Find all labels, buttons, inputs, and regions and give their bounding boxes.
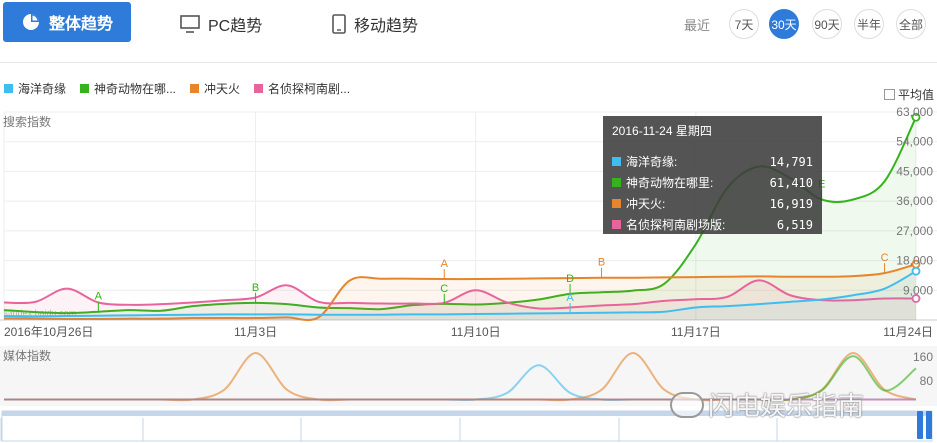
y-tick-label: 54,000	[896, 135, 933, 149]
phone-icon	[332, 14, 346, 34]
annotation-letter: A	[95, 291, 103, 303]
y-tick-label: 18,000	[896, 254, 933, 268]
media-y-tick-label: 160	[913, 350, 933, 364]
annotation-letter: C	[440, 283, 448, 295]
tooltip-date: 2016-11-24 星期四	[612, 124, 712, 138]
range-label: 最近	[684, 18, 711, 33]
series-layer: ABACBDAEC	[3, 112, 921, 322]
average-label: 平均值	[898, 88, 935, 102]
tab-overall-trend[interactable]: 整体趋势	[3, 2, 131, 42]
overview-layer	[0, 410, 933, 442]
tooltip-series-value: 16,919	[769, 196, 813, 211]
tooltip-row: 名侦探柯南剧场版: 6,519	[612, 214, 813, 235]
average-toggle[interactable]: 平均值	[884, 86, 934, 103]
legend-swatch	[190, 84, 200, 93]
tooltip-swatch	[612, 157, 621, 166]
x-tick-label: 2016年10月26日	[4, 325, 93, 339]
search-panel-title: 搜索指数	[3, 114, 51, 129]
range-90d-button[interactable]: 90天	[812, 9, 842, 39]
tooltip-series-value: 6,519	[776, 217, 813, 232]
legend-item[interactable]: 海洋奇缘	[4, 80, 66, 97]
annotation-letter: B	[598, 257, 605, 269]
legend-label: 冲天火	[204, 82, 241, 96]
data-point	[911, 266, 921, 276]
tooltip-series-name: 冲天火:	[626, 197, 666, 211]
watermark: 闪电娱乐指南	[670, 386, 864, 423]
range-halfyear-button[interactable]: 半年	[854, 9, 884, 39]
checkbox[interactable]	[884, 89, 895, 100]
y-tick-label: 9,000	[903, 283, 933, 297]
series-area	[4, 280, 916, 320]
series-area	[4, 271, 916, 320]
y-tick-label: 45,000	[896, 164, 933, 178]
annotation-letter: A	[441, 258, 449, 270]
range-7d-button[interactable]: 7天	[729, 9, 759, 39]
tooltip-series-value: 14,791	[769, 154, 813, 169]
media-y-tick-label: 80	[920, 374, 934, 388]
y-tick-label: 63,000	[896, 105, 933, 119]
legend-item[interactable]: 神奇动物在哪...	[80, 80, 176, 97]
tooltip-swatch	[612, 199, 621, 208]
annotation-letter: C	[881, 252, 889, 264]
x-tick-label: 11月24日	[883, 325, 933, 339]
legend-label: 名侦探柯南剧...	[268, 82, 351, 96]
tooltip-series-name: 神奇动物在哪里:	[626, 176, 714, 190]
data-point	[911, 294, 921, 303]
legend-swatch	[80, 84, 90, 93]
overview-handle	[926, 411, 932, 439]
series-line	[3, 279, 917, 310]
legend-swatch	[254, 84, 264, 93]
range-30d-button[interactable]: 30天	[769, 9, 799, 39]
media-panel-title: 媒体指数	[3, 348, 51, 363]
series-line	[3, 263, 917, 322]
data-point	[911, 112, 921, 122]
series-area	[4, 117, 916, 320]
media-panel-bg	[0, 346, 937, 406]
tooltip-row: 冲天火: 16,919	[612, 193, 813, 214]
annotation-letter: B	[252, 282, 259, 294]
tooltip-series-name: 海洋奇缘:	[626, 155, 678, 169]
tab-mobile-label: 移动趋势	[354, 18, 419, 35]
annotation-letter: A	[566, 292, 574, 304]
range-all-button[interactable]: 全部	[896, 9, 926, 39]
tooltip-series-name: 名侦探柯南剧场版:	[626, 218, 726, 232]
tab-pc-label: PC趋势	[208, 18, 263, 35]
y-tick-label: 27,000	[896, 224, 933, 238]
chart-legend: 海洋奇缘 神奇动物在哪... 冲天火 名侦探柯南剧...	[4, 80, 350, 97]
legend-swatch	[4, 84, 13, 93]
tab-mobile-trend[interactable]: 移动趋势	[332, 12, 418, 36]
tab-pc-trend[interactable]: PC趋势	[180, 12, 262, 36]
series-line	[3, 270, 917, 318]
media-layer	[4, 352, 917, 402]
wechat-icon	[670, 391, 704, 418]
tooltip-swatch	[612, 220, 621, 229]
data-tooltip: 2016-11-24 星期四 海洋奇缘: 14,791 神奇动物在哪里: 61,…	[603, 116, 822, 234]
tooltip-swatch	[612, 178, 621, 187]
top-toolbar: 整体趋势 PC趋势 移动趋势 最近 7天 30天 90天 半年 全部	[0, 0, 937, 48]
divider	[0, 62, 937, 63]
overview-handle	[917, 411, 923, 439]
x-tick-label: 11月17日	[671, 325, 721, 339]
watermark-text: 闪电娱乐指南	[708, 391, 865, 421]
legend-item[interactable]: 名侦探柯南剧...	[254, 80, 350, 97]
x-tick-label: 11月10日	[451, 325, 501, 339]
x-tick-label: 11月3日	[234, 325, 277, 339]
annotation-letter: D	[566, 273, 574, 285]
legend-label: 海洋奇缘	[18, 82, 67, 96]
legend-label: 神奇动物在哪...	[94, 82, 177, 96]
tab-overall-label: 整体趋势	[48, 16, 113, 33]
y-tick-label: 36,000	[896, 194, 933, 208]
tooltip-series-value: 61,410	[769, 175, 813, 190]
legend-item[interactable]: 冲天火	[190, 80, 240, 97]
tooltip-row: 海洋奇缘: 14,791	[612, 151, 813, 172]
monitor-icon	[180, 15, 200, 33]
overview-selection	[2, 411, 932, 416]
tooltip-row: 神奇动物在哪里: 61,410	[612, 172, 813, 193]
pie-chart-icon	[22, 14, 39, 30]
